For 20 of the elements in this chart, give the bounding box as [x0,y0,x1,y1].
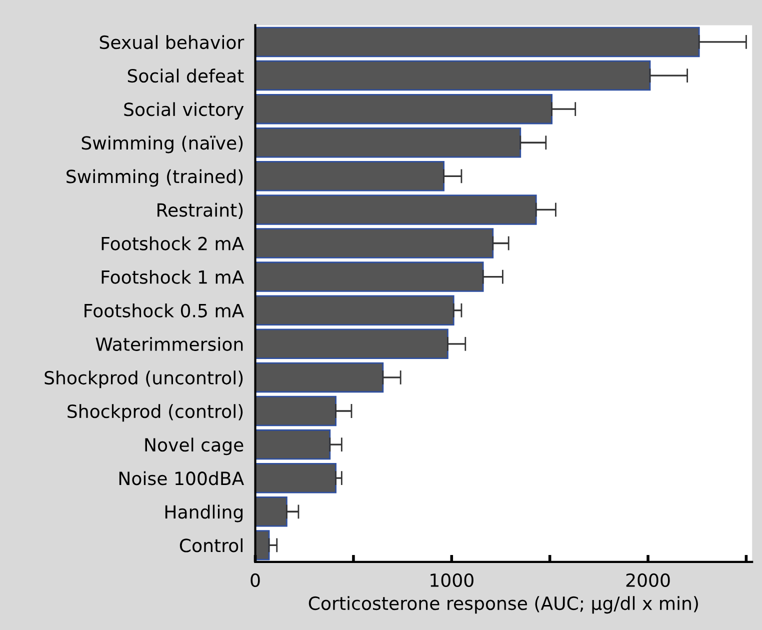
y-tick-label: Waterimmersion [96,337,243,352]
y-tick-label: Noise 100dBA [119,471,244,486]
x-axis-title: Corticosterone response (AUC; μg/dl x min) [308,596,698,614]
x-tick-label: 2000 [626,573,670,588]
y-tick-label: Swimming (trained) [66,169,243,187]
y-tick-label: Social defeat [128,68,244,83]
y-tick-label: Restraint) [158,202,243,219]
y-tick-label: Shockprod (uncontrol) [44,370,243,388]
y-tick-label: Footshock 0.5 mA [84,303,244,318]
y-tick-label: Shockprod (control) [68,404,243,422]
y-tick-label: Swimming (naïve) [82,136,243,154]
y-tick-label: Footshock 1 mA [102,270,244,284]
x-tick-label: 0 [250,573,260,588]
y-tick-label: Novel cage [145,438,244,456]
y-tick-label: Social victory [124,102,244,120]
x-tick-label: 1000 [430,573,474,588]
y-tick-label: Handling [165,504,243,522]
y-tick-label: Sexual behavior [100,35,244,50]
y-tick-label: Footshock 2 mA [102,236,244,250]
y-tick-label: Control [180,538,242,552]
